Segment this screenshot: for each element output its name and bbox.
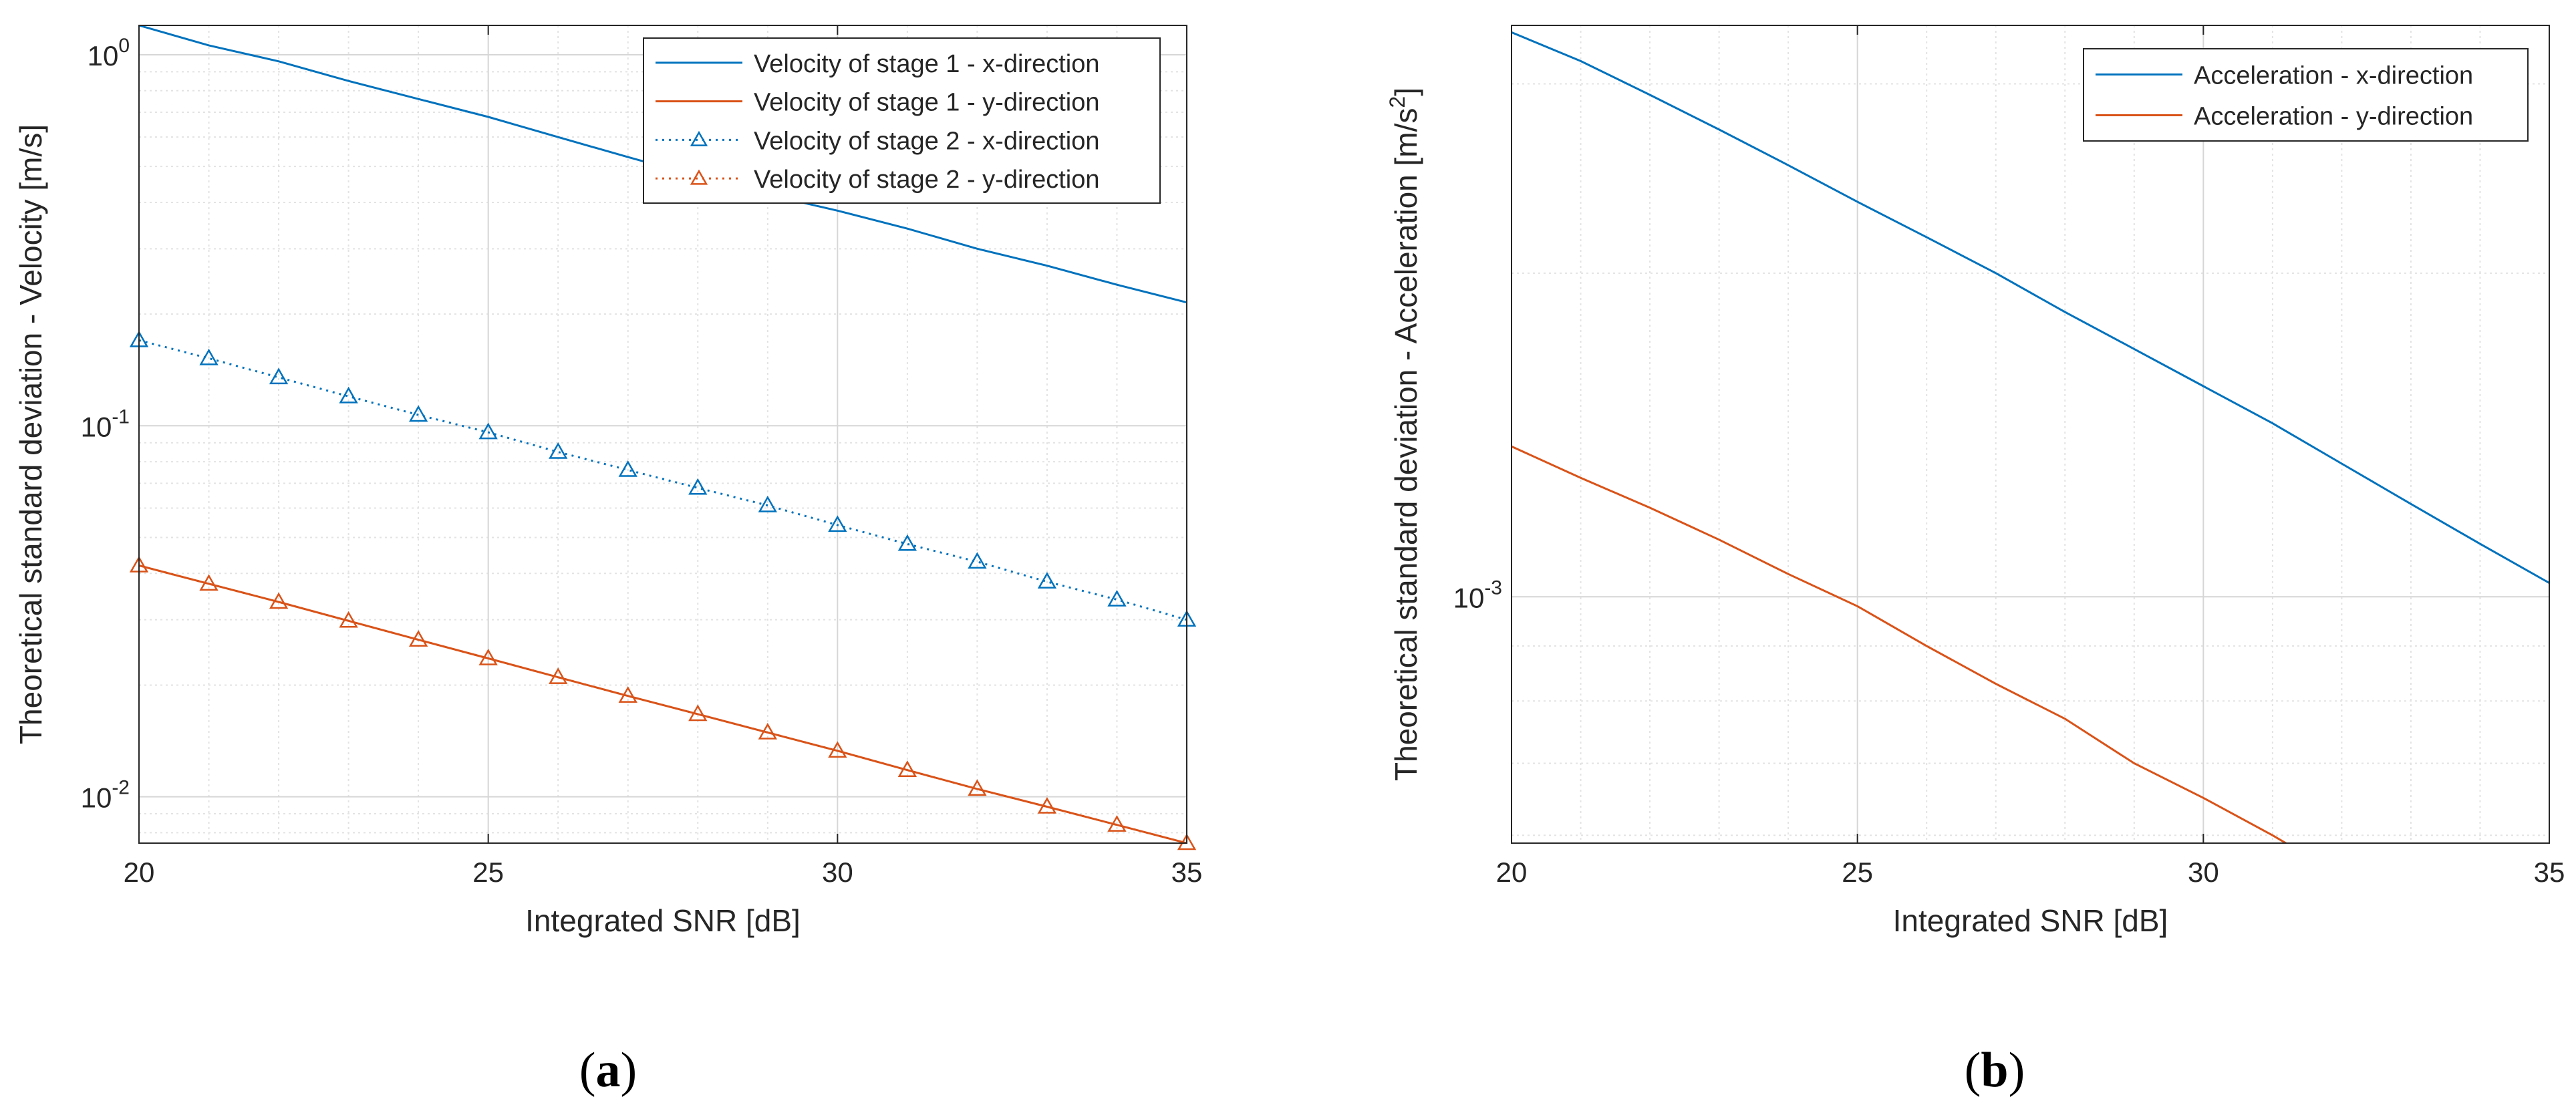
series-marker-a-2 [339,386,358,404]
legend-label-a-0: Velocity of stage 1 - x-direction [754,50,1099,78]
caption-a: (a) [579,1043,637,1098]
caption-b: (b) [1964,1043,2025,1098]
axes-box-b [1511,25,2550,844]
series-marker-a-2 [897,534,917,551]
figure: 20 25 30 35 10-2 10-1 100 Integrated SNR [dB] Th… [13,25,2565,938]
series-marker-a-2 [688,478,708,495]
series-marker-a-3 [618,686,637,703]
series-line-a-3 [139,565,1187,843]
series-marker-a-3 [897,760,917,777]
series-marker-a-3 [1037,797,1057,814]
series-marker-a-2 [408,405,428,422]
series-marker-a-3 [269,592,289,609]
series-marker-a-3 [688,704,708,722]
series-marker-a-3 [1107,815,1127,832]
legend-label-b-0: Acceleration - x-direction [2194,62,2473,90]
x-axis-label-b: Integrated SNR [dB] [1893,903,2168,938]
series-marker-a-2 [478,422,498,440]
x-tick-label: 30 [822,856,853,888]
y-tick-label: 100 [88,35,130,71]
x-tick-label: 20 [1496,856,1528,888]
legend-box-b [2083,48,2529,142]
y-tick-label: 10-1 [81,406,130,442]
series-marker-a-2 [1037,572,1057,589]
series-line-b-1 [1512,445,2288,843]
axes-box-a [138,25,1187,844]
series-line-b-0 [1512,31,2549,584]
caption-a-letter: a [595,1043,621,1098]
legend-box-a [643,37,1161,204]
legend-label-a-1: Velocity of stage 1 - y-direction [754,89,1099,117]
series-marker-a-3 [199,574,219,591]
chart-a: 20 25 30 35 10-2 10-1 100 Integrated SNR [dB] Th… [13,25,1202,938]
x-tick-label: 25 [1842,856,1873,888]
legend-label-b-1: Acceleration - y-direction [2194,103,2473,131]
y-tick-label: 10-3 [1453,577,1502,613]
x-axis-label-a: Integrated SNR [dB] [525,903,801,938]
series-group-a [139,25,1187,843]
series-marker-a-2 [269,367,289,385]
series-marker-a-2 [968,552,987,569]
x-tick-label: 30 [2188,856,2219,888]
series-marker-a-2 [1107,589,1127,607]
series-marker-a-3 [758,722,777,740]
series-marker-a-2 [758,495,777,512]
series-marker-a-3 [549,667,568,684]
legend-b: Acceleration - x-direction Acceleration -… [2083,48,2529,142]
series-group-b [1512,31,2549,843]
x-tick-label: 25 [472,856,504,888]
series-marker-a-3 [408,630,428,647]
x-tick-label: 20 [124,856,155,888]
legend-marker-a-3 [690,169,708,185]
chart-b: 20 25 30 35 10-3 Integrated SNR [dB] Theoretic… [1385,25,2565,938]
series-marker-a-3 [828,741,847,758]
x-tick-label: 35 [2534,856,2565,888]
legend-marker-a-2 [690,130,708,146]
legend-label-a-2: Velocity of stage 2 - x-direction [754,127,1099,155]
series-marker-a-3 [968,779,987,796]
legend-a: Velocity of stage 1 - x-direction Velocit… [643,37,1161,204]
caption-b-letter: b [1981,1043,2009,1098]
plot-area-b [1512,25,2549,843]
legend-label-a-3: Velocity of stage 2 - y-direction [754,166,1099,194]
x-tick-label: 35 [1171,856,1203,888]
series-marker-a-3 [339,611,358,628]
series-marker-a-2 [828,515,847,532]
series-marker-a-3 [478,649,498,665]
y-tick-label: 10-2 [81,777,130,814]
series-marker-a-2 [549,442,568,459]
y-axis-label-b: Theoretical standard deviation - Acceler… [1385,88,1423,781]
series-marker-a-2 [618,460,637,477]
series-marker-a-2 [199,348,219,365]
series-line-a-2 [139,339,1187,621]
y-axis-label-a: Theoretical standard deviation - Velocit… [13,124,48,744]
series-marker-a-3 [1177,833,1197,850]
